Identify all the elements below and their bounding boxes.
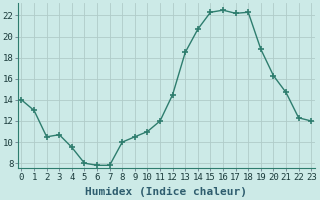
X-axis label: Humidex (Indice chaleur): Humidex (Indice chaleur) <box>85 187 247 197</box>
